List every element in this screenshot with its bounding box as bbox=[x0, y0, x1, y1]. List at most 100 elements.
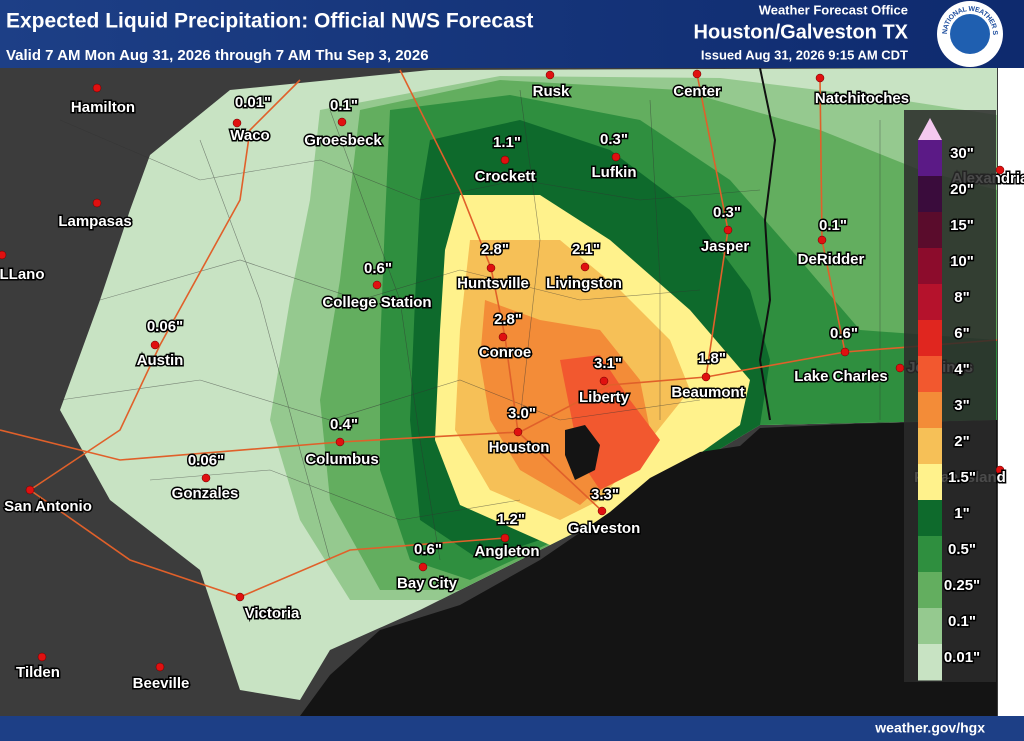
city-label: Galveston bbox=[568, 520, 641, 537]
legend-label: 6" bbox=[954, 325, 969, 342]
legend-label: 15" bbox=[950, 217, 974, 234]
city-dot bbox=[580, 262, 590, 272]
legend-label: 1.5" bbox=[948, 469, 976, 486]
city-label: Center bbox=[673, 83, 721, 100]
city-dot bbox=[92, 198, 102, 208]
city-dot bbox=[37, 652, 47, 662]
rain-amount: 1.2" bbox=[497, 511, 525, 528]
city-dot bbox=[498, 332, 508, 342]
rain-amount: 0.6" bbox=[414, 541, 442, 558]
rain-amount: 3.0" bbox=[508, 405, 536, 422]
legend-swatch bbox=[918, 536, 942, 573]
legend-label: 2" bbox=[954, 433, 969, 450]
city-dot bbox=[486, 263, 496, 273]
city-dot bbox=[513, 427, 523, 437]
legend-swatch bbox=[918, 500, 942, 537]
title: Expected Liquid Precipitation: Official … bbox=[6, 10, 533, 33]
city-dot bbox=[372, 280, 382, 290]
precip-areas bbox=[60, 68, 997, 700]
legend-label: 0.25" bbox=[944, 577, 980, 594]
legend-label: 30" bbox=[950, 145, 974, 162]
legend-swatch bbox=[918, 644, 942, 681]
city-label: Victoria bbox=[245, 605, 300, 622]
city-dot bbox=[723, 225, 733, 235]
city-dot bbox=[335, 437, 345, 447]
legend-swatch bbox=[918, 572, 942, 609]
city-dot bbox=[545, 70, 555, 80]
city-dot bbox=[815, 73, 825, 83]
city-label: Houston bbox=[489, 439, 550, 456]
city-label: Hamilton bbox=[71, 99, 135, 116]
office-label: Weather Forecast Office bbox=[759, 2, 908, 17]
city-dot bbox=[150, 340, 160, 350]
city-label: Beaumont bbox=[671, 384, 744, 401]
city-label: Waco bbox=[230, 127, 269, 144]
city-label: Beeville bbox=[133, 675, 190, 692]
city-label: Lampasas bbox=[58, 213, 131, 230]
office-location: Houston/Galveston TX bbox=[694, 21, 909, 43]
city-label: DeRidder bbox=[798, 251, 865, 268]
city-dot bbox=[599, 376, 609, 386]
city-label: Livingston bbox=[546, 275, 622, 292]
city-dot bbox=[337, 117, 347, 127]
rain-amount: 0.6" bbox=[830, 325, 858, 342]
city-dot bbox=[895, 363, 905, 373]
footer-url: weather.gov/hgx bbox=[874, 720, 985, 736]
rain-amount: 0.01" bbox=[235, 94, 271, 111]
legend-label: 3" bbox=[954, 397, 969, 414]
nws-logo-center bbox=[950, 14, 990, 54]
city-dot bbox=[232, 118, 242, 128]
city-label: Groesbeck bbox=[304, 132, 382, 149]
rain-amount: 0.4" bbox=[330, 416, 358, 433]
city-label: Lake Charles bbox=[794, 368, 887, 385]
city-label: Conroe bbox=[479, 344, 532, 361]
city-label: Columbus bbox=[305, 451, 378, 468]
rain-amount: 2.8" bbox=[494, 311, 522, 328]
city-dot bbox=[500, 155, 510, 165]
city-dot bbox=[500, 533, 510, 543]
legend-label: 4" bbox=[954, 361, 969, 378]
city-dot bbox=[0, 250, 7, 260]
city-dot bbox=[418, 562, 428, 572]
city-dot bbox=[701, 372, 711, 382]
valid-period: Valid 7 AM Mon Aug 31, 2026 through 7 AM… bbox=[6, 47, 429, 64]
legend-label: 1" bbox=[954, 505, 969, 522]
legend-swatch bbox=[918, 176, 942, 213]
city-label: Liberty bbox=[579, 389, 630, 406]
city-dot bbox=[611, 152, 621, 162]
city-dot bbox=[201, 473, 211, 483]
city-dot bbox=[840, 347, 850, 357]
city-label: College Station bbox=[322, 294, 431, 311]
city-label: Gonzales bbox=[172, 485, 239, 502]
city-label: Austin bbox=[137, 352, 184, 369]
city-label: Jasper bbox=[701, 238, 750, 255]
rain-amount: 3.3" bbox=[591, 486, 619, 503]
legend-label: 8" bbox=[954, 289, 969, 306]
rain-amount: 0.3" bbox=[600, 131, 628, 148]
city-label: Lufkin bbox=[592, 164, 637, 181]
legend-arrow bbox=[918, 118, 942, 140]
legend-swatch bbox=[918, 320, 942, 357]
legend-swatch bbox=[918, 608, 942, 645]
city-dot bbox=[155, 662, 165, 672]
legend-swatch bbox=[918, 464, 942, 501]
city-dot bbox=[597, 506, 607, 516]
city-dot bbox=[92, 83, 102, 93]
rain-amount: 2.1" bbox=[572, 241, 600, 258]
legend-label: 0.5" bbox=[948, 541, 976, 558]
header-bar bbox=[0, 0, 1024, 68]
legend-swatch bbox=[918, 356, 942, 393]
legend-label: 0.1" bbox=[948, 613, 976, 630]
rain-amount: 1.1" bbox=[493, 134, 521, 151]
rain-amount: 0.06" bbox=[147, 318, 183, 335]
legend-swatch bbox=[918, 392, 942, 429]
city-label: Huntsville bbox=[457, 275, 529, 292]
city-label: Natchitoches bbox=[815, 90, 909, 107]
rain-amount: 1.8" bbox=[698, 350, 726, 367]
rain-amount: 0.1" bbox=[330, 97, 358, 114]
legend-label: 10" bbox=[950, 253, 974, 270]
city-dot bbox=[25, 485, 35, 495]
city-dot bbox=[692, 69, 702, 79]
city-label: Angleton bbox=[475, 543, 540, 560]
